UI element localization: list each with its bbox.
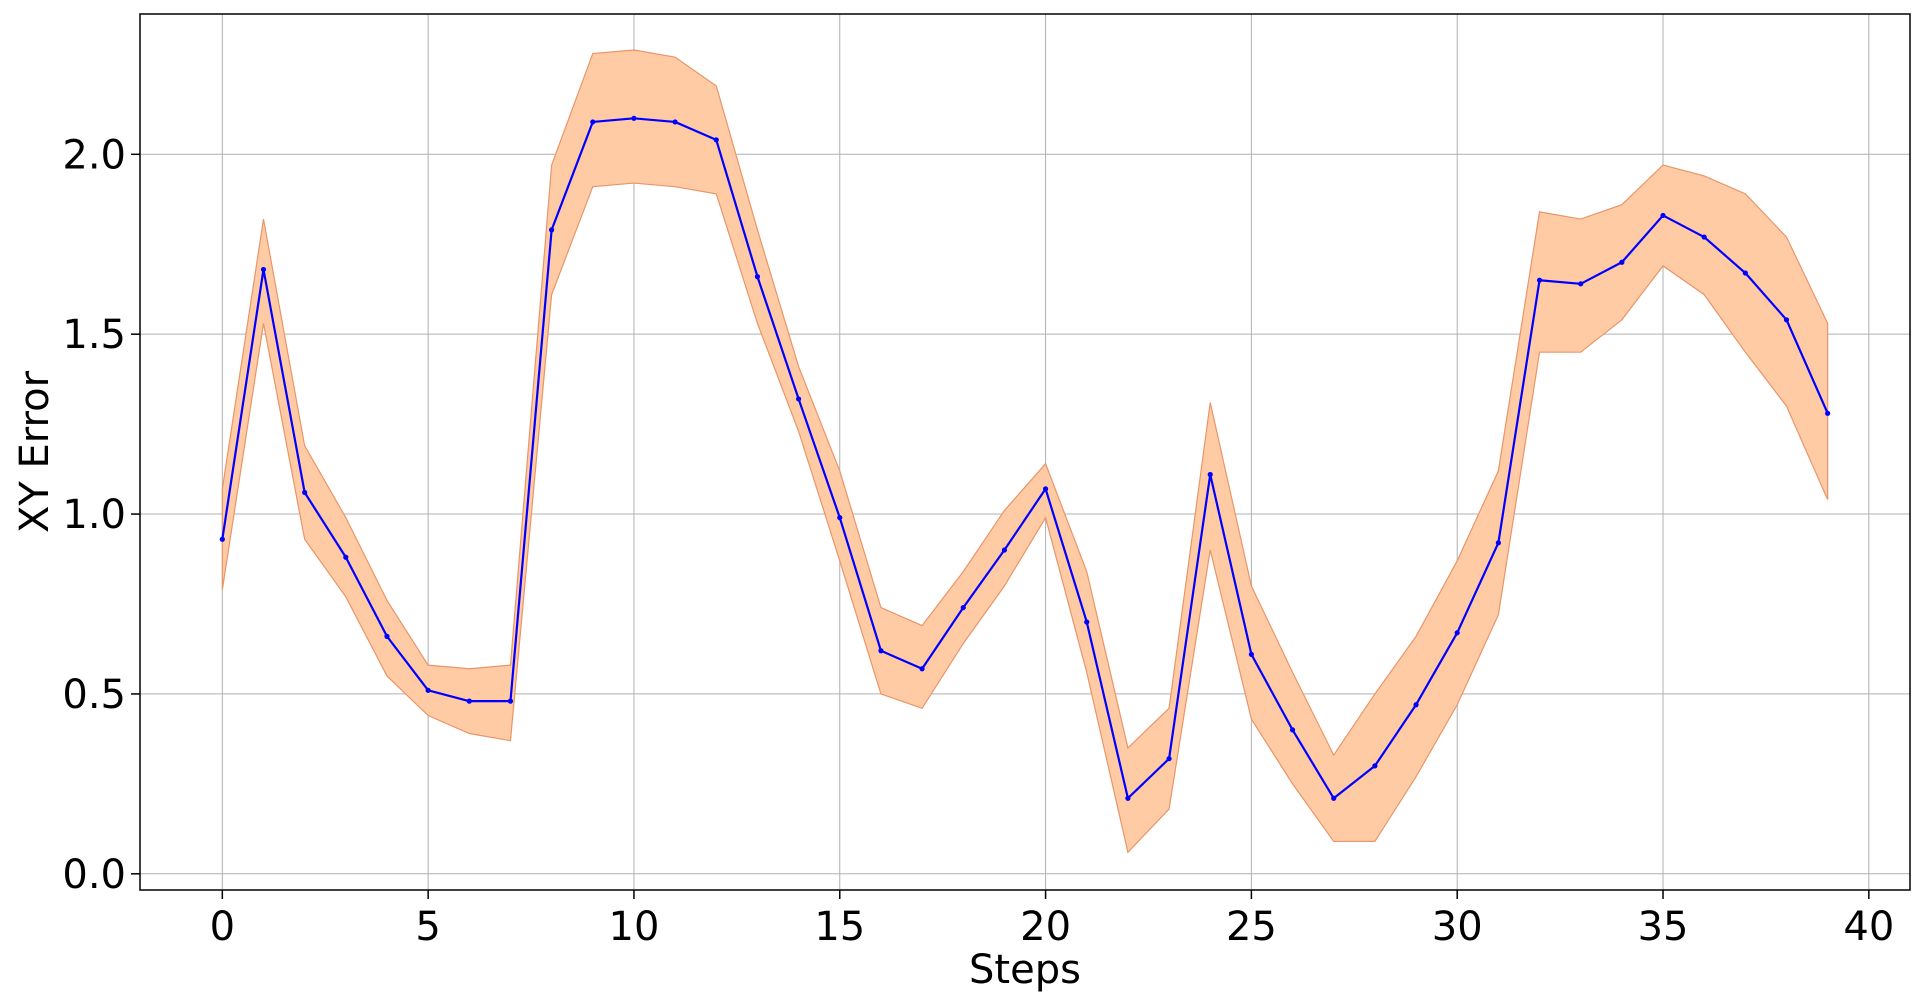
y-axis-ticks: 0.0 0.5 1.0 1.5 2.0 — [62, 132, 140, 898]
data-point — [219, 536, 225, 542]
data-point — [1536, 277, 1543, 283]
data-point — [960, 604, 966, 611]
data-point — [837, 515, 843, 521]
data-point — [1248, 651, 1254, 657]
data-point — [1701, 234, 1707, 240]
data-point — [919, 666, 925, 672]
data-points-layer — [219, 115, 1831, 801]
data-point — [1495, 540, 1501, 546]
x-tick-label: 35 — [1638, 904, 1689, 950]
data-point — [631, 115, 637, 121]
data-point — [260, 266, 267, 273]
data-point — [1825, 410, 1831, 416]
series-line — [221, 117, 1829, 800]
data-point — [1660, 212, 1666, 219]
y-tick-label: 0.5 — [62, 672, 126, 718]
data-point — [1331, 795, 1337, 801]
y-tick-label: 2.0 — [62, 132, 126, 178]
data-point — [796, 396, 802, 402]
data-point — [466, 698, 472, 704]
data-point — [878, 648, 884, 654]
x-tick-label: 0 — [210, 904, 235, 950]
data-point — [1125, 795, 1131, 801]
data-point — [590, 119, 596, 125]
data-point — [1578, 281, 1584, 287]
x-tick-label: 20 — [1020, 904, 1071, 950]
data-point — [384, 633, 390, 639]
data-point — [1783, 317, 1790, 323]
x-axis-label: Steps — [969, 947, 1081, 993]
data-point — [713, 137, 719, 143]
x-tick-label: 10 — [609, 904, 660, 950]
data-point — [343, 554, 349, 560]
data-point — [1084, 619, 1090, 625]
y-tick-label: 1.5 — [62, 312, 126, 358]
plot-frame — [139, 13, 1911, 891]
data-point — [302, 489, 308, 496]
x-tick-label: 25 — [1226, 904, 1277, 950]
series-line-layer — [221, 117, 1829, 800]
x-tick-label: 40 — [1843, 904, 1894, 950]
data-point — [425, 687, 431, 693]
x-tick-label: 15 — [814, 904, 865, 950]
grid — [140, 14, 1910, 890]
data-point — [507, 698, 514, 704]
data-point — [549, 227, 555, 233]
data-point — [1042, 486, 1049, 492]
data-point — [1454, 630, 1460, 636]
x-tick-label: 30 — [1432, 904, 1483, 950]
data-point — [1207, 471, 1213, 478]
data-point — [1742, 270, 1748, 276]
data-point — [1166, 756, 1172, 762]
y-tick-label: 0.0 — [62, 852, 126, 898]
error-band — [221, 49, 1829, 854]
y-tick-label: 1.0 — [62, 492, 126, 538]
y-axis-label: XY Error — [12, 370, 58, 533]
error-band-layer — [221, 49, 1829, 854]
data-point — [1001, 547, 1008, 553]
data-point — [1372, 763, 1378, 769]
data-point — [754, 274, 761, 280]
x-axis-ticks: 0 5 10 15 20 25 30 35 40 — [210, 890, 1894, 950]
x-tick-label: 5 — [415, 904, 440, 950]
data-point — [1289, 727, 1296, 733]
data-point — [1619, 259, 1625, 265]
data-point — [1413, 702, 1419, 708]
data-point — [672, 119, 678, 125]
